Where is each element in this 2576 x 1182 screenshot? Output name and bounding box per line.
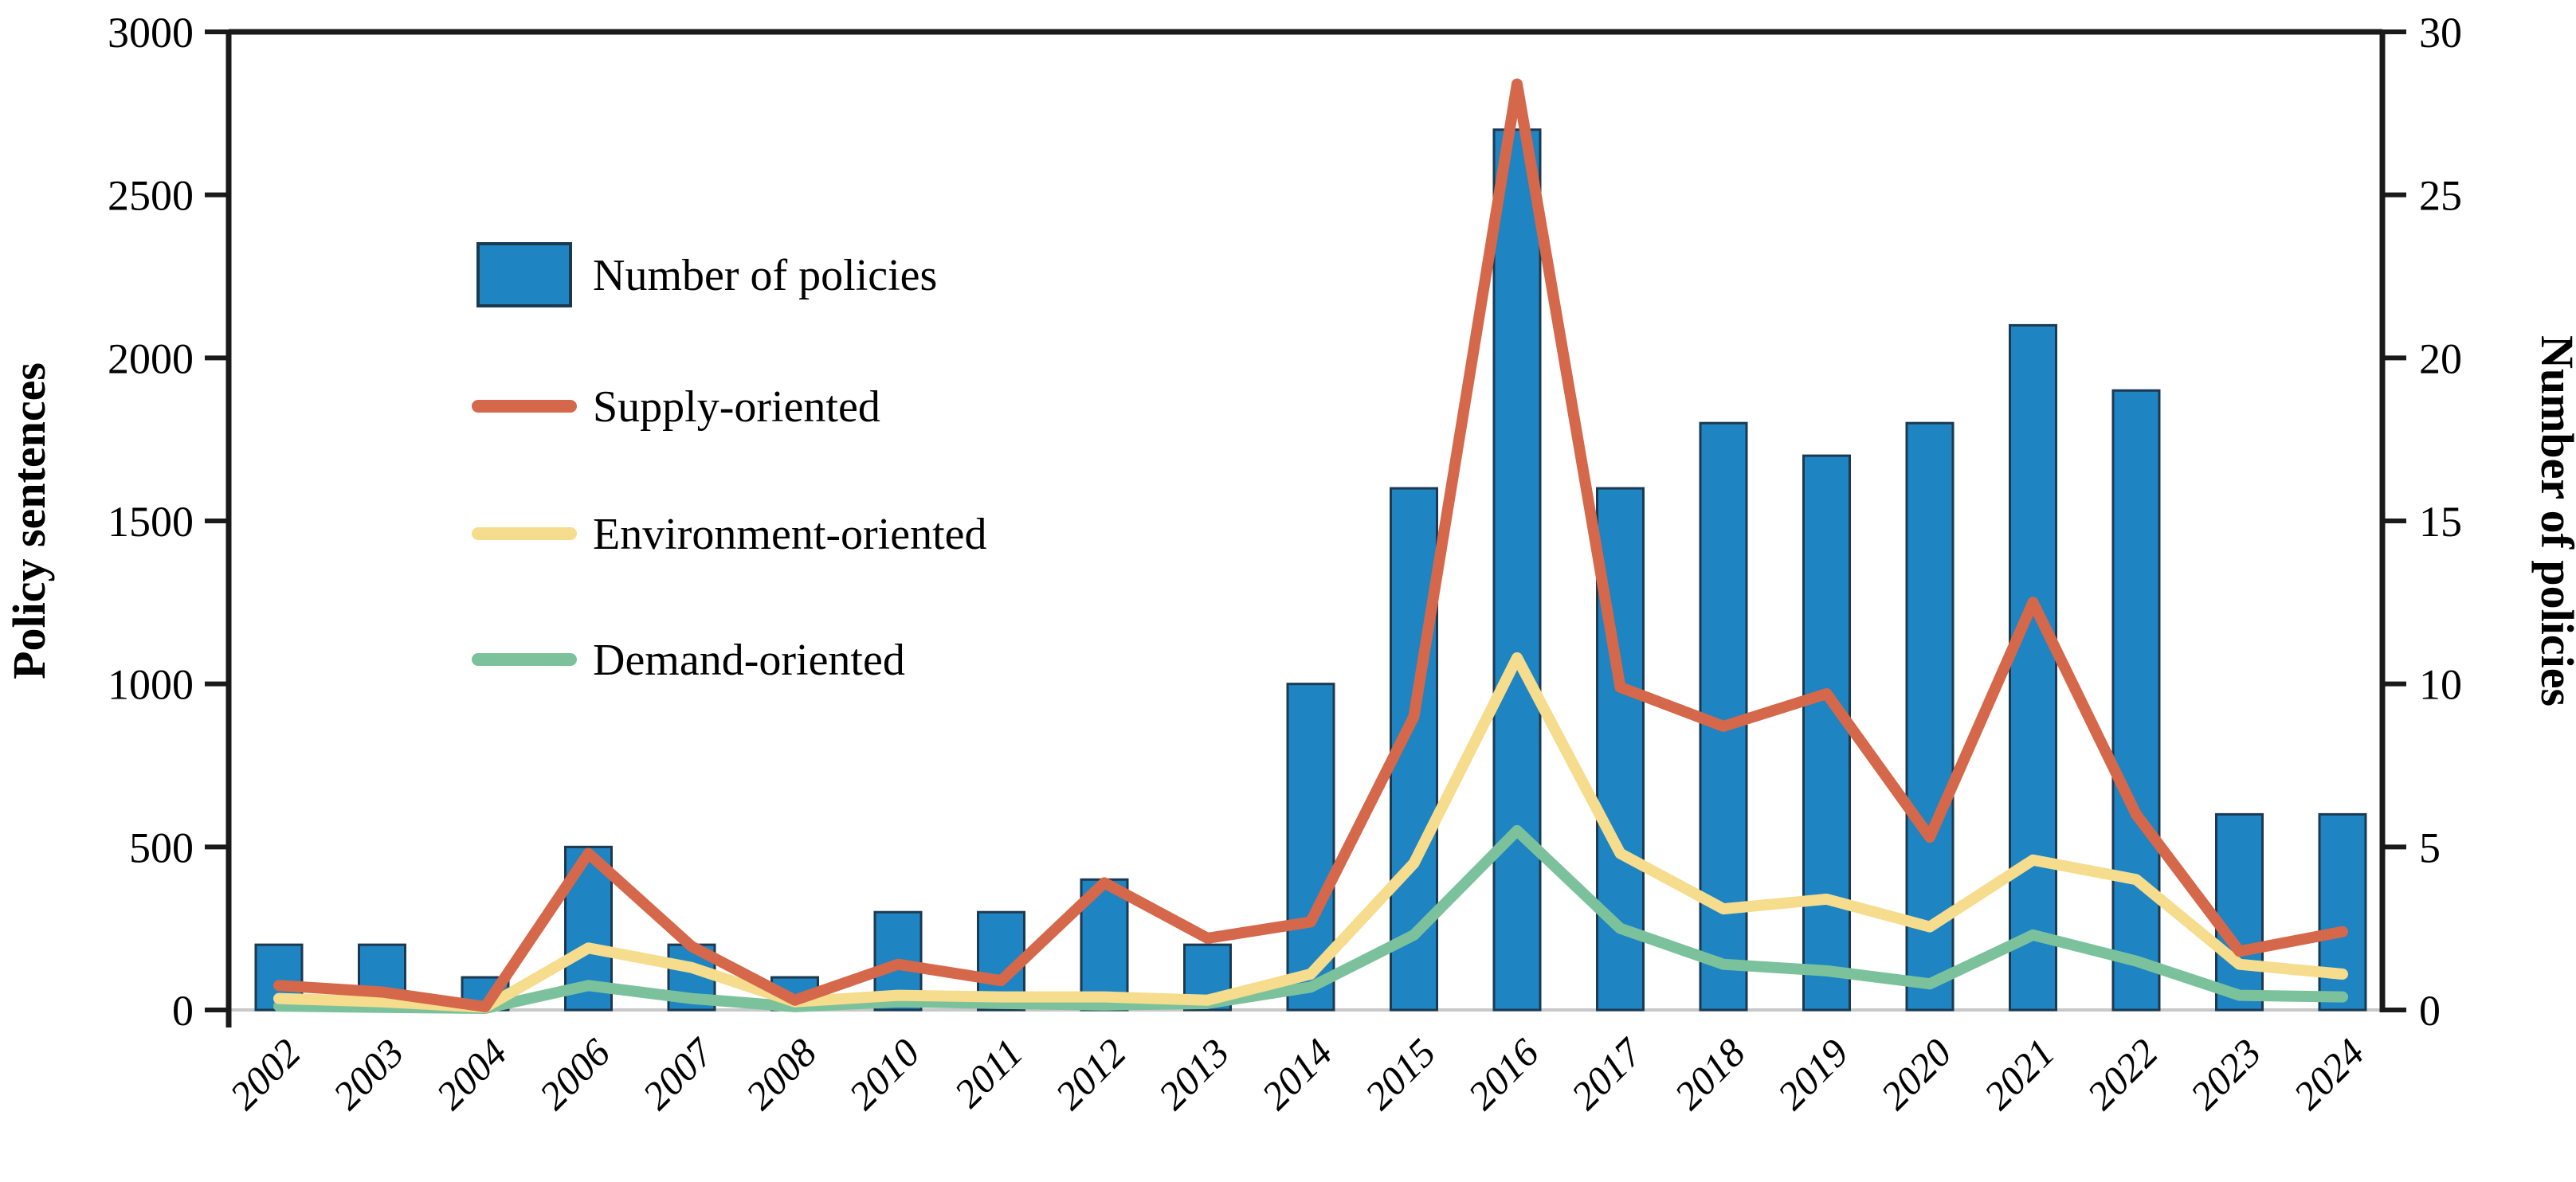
x-label-2018: 2018: [1665, 1030, 1753, 1117]
right-tick-label-30: 30: [2419, 9, 2462, 57]
right-tick-label-5: 5: [2419, 824, 2441, 871]
supply-oriented-line: [273, 78, 2348, 1012]
bar-2021: [2009, 323, 2057, 1012]
x-label-2016: 2016: [1459, 1030, 1547, 1117]
demand-oriented-line: [273, 824, 2348, 1014]
left-tick-label-1500: 1500: [108, 498, 194, 546]
left-tick-label-0: 0: [172, 987, 194, 1035]
bar-2012: [1080, 878, 1129, 1012]
x-label-2004: 2004: [427, 1030, 515, 1117]
bar-2016: [1492, 128, 1542, 1012]
bar-2023: [2215, 812, 2264, 1012]
bar-2022: [2111, 389, 2161, 1012]
left-tick-label-3000: 3000: [108, 9, 194, 57]
x-label-2012: 2012: [1046, 1030, 1134, 1117]
x-label-2010: 2010: [840, 1030, 927, 1117]
right-tick-label-25: 25: [2419, 172, 2462, 220]
bar-2019: [1802, 454, 1851, 1012]
left-tick-label-500: 500: [129, 824, 194, 871]
right-tick-label-20: 20: [2419, 335, 2462, 382]
x-label-2021: 2021: [1975, 1030, 2063, 1117]
legend-label-supply-oriented: Supply-oriented: [593, 382, 880, 432]
left-tick-label-1000: 1000: [108, 661, 194, 709]
x-label-2015: 2015: [1356, 1030, 1444, 1117]
x-label-2007: 2007: [633, 1029, 723, 1118]
x-label-2022: 2022: [2078, 1030, 2166, 1117]
x-label-2017: 2017: [1562, 1029, 1652, 1118]
x-label-2023: 2023: [2182, 1030, 2269, 1117]
x-label-2003: 2003: [324, 1030, 412, 1117]
right-tick-label-15: 15: [2419, 498, 2462, 546]
left-tick-label-2000: 2000: [108, 335, 194, 382]
x-label-2020: 2020: [1872, 1030, 1959, 1117]
right-axis-title: Number of policies: [2531, 335, 2576, 706]
left-tick-label-2500: 2500: [108, 172, 194, 220]
x-tick-labels: 2002 2003 2004 2006 2007 2008 2010 2011 2012 2013…: [221, 1029, 2372, 1118]
left-axis-title: Policy sentences: [3, 362, 55, 679]
x-label-2013: 2013: [1150, 1030, 1237, 1117]
legend-label-number-of-policies: Number of policies: [593, 251, 937, 300]
bar-2024: [2318, 812, 2367, 1012]
x-label-2019: 2019: [1769, 1030, 1857, 1117]
right-tick-label-10: 10: [2419, 661, 2462, 709]
right-tick-label-0: 0: [2419, 987, 2441, 1035]
x-label-2024: 2024: [2284, 1030, 2372, 1117]
environment-oriented-line: [273, 652, 2348, 1013]
x-label-2002: 2002: [221, 1030, 308, 1117]
legend-swatch-bar: [476, 242, 572, 307]
legend-label-demand-oriented: Demand-oriented: [593, 636, 905, 685]
ticks-layer: 0 500 1000 1500 2000 2500 3000 0 5 10 15 20 25 30: [108, 9, 2462, 1035]
x-label-2008: 2008: [737, 1030, 825, 1117]
legend: Number of policies Supply-oriented Environ…: [472, 242, 987, 685]
x-label-2006: 2006: [531, 1030, 618, 1117]
x-label-2014: 2014: [1253, 1030, 1340, 1117]
legend-label-environment-oriented: Environment-oriented: [593, 510, 987, 559]
lines-layer: [273, 78, 2348, 1014]
bars-layer: [254, 128, 2367, 1012]
x-label-2011: 2011: [946, 1030, 1032, 1116]
